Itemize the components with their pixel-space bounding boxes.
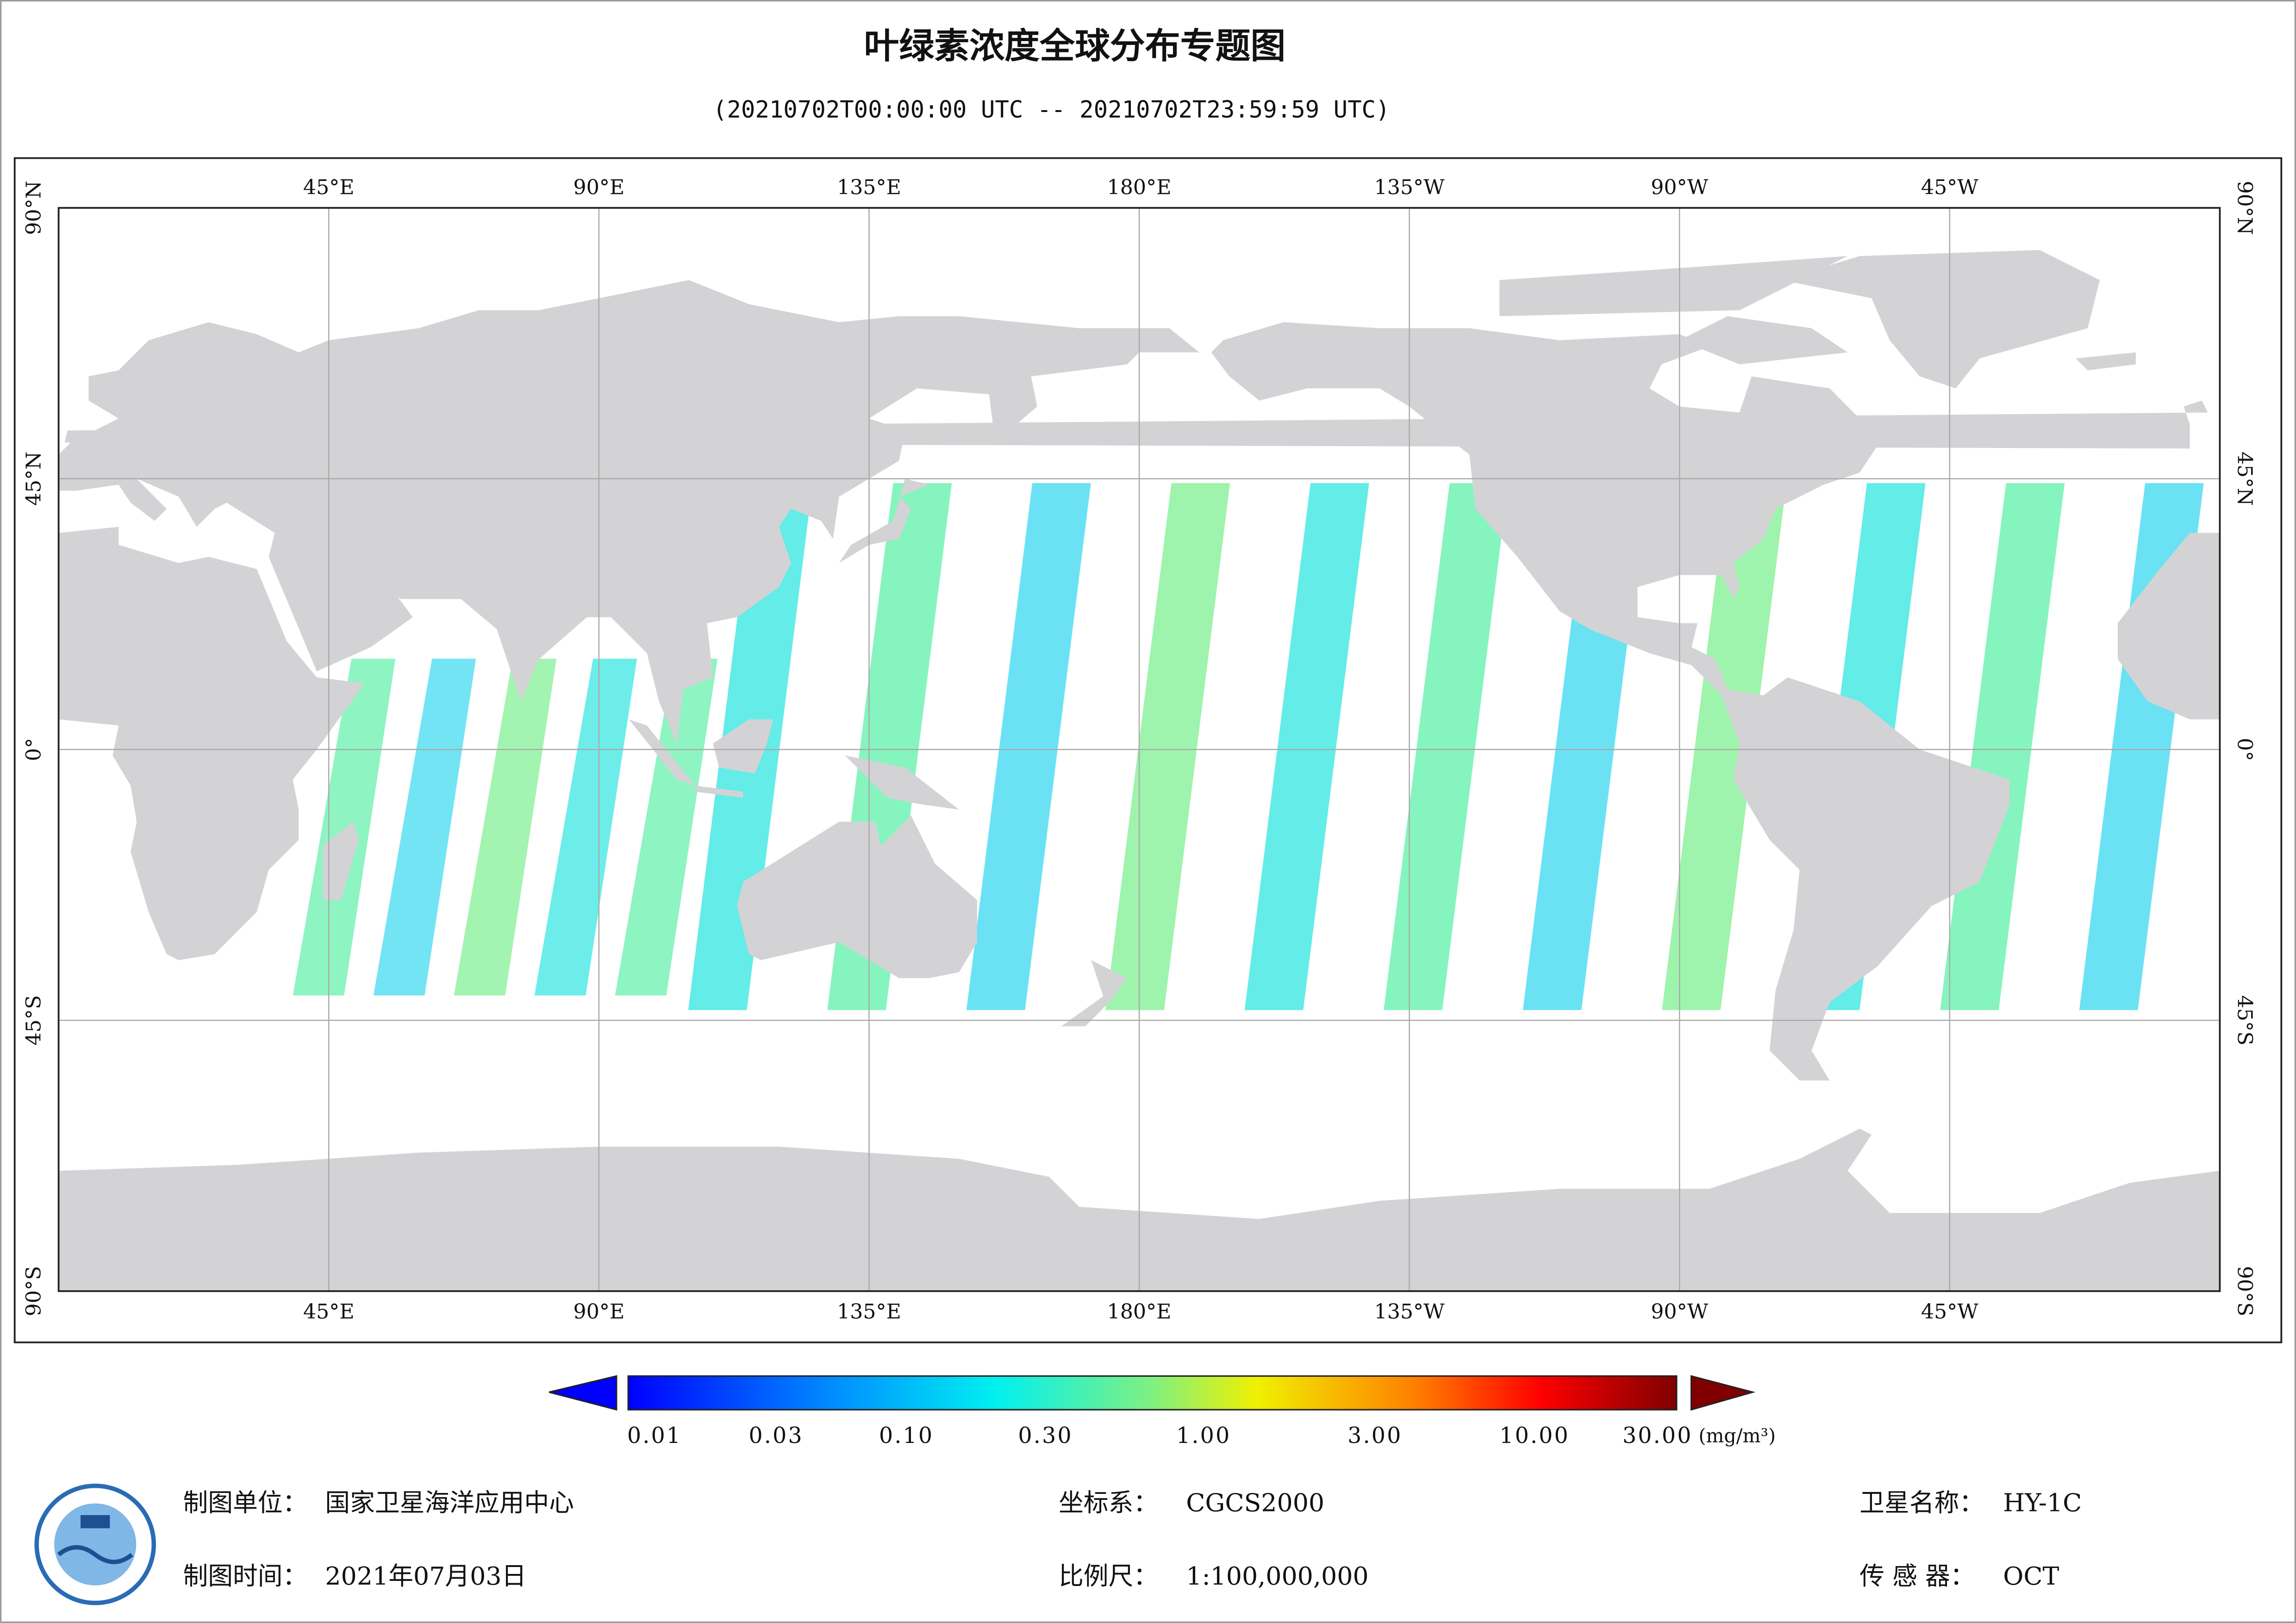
lat-label: 45°S (2233, 995, 2257, 1045)
lon-label: 135°W (1374, 1300, 1445, 1324)
chlorophyll-swath (293, 659, 396, 995)
lat-label: 45°N (22, 452, 45, 506)
footer-value: CGCS2000 (1186, 1488, 1324, 1517)
colorbar-low-arrow (549, 1375, 618, 1411)
land (839, 479, 930, 563)
colorbar-tick-label: 0.03 (749, 1423, 803, 1449)
lon-label: 135°W (1374, 176, 1445, 199)
logo-wave (57, 1545, 133, 1564)
land (1061, 960, 1128, 1026)
footer-value: 国家卫星海洋应用中心 (325, 1488, 574, 1517)
lon-label: 45°E (303, 1300, 355, 1324)
colorbar (549, 1375, 1756, 1411)
land (1499, 256, 1848, 317)
colorbar-high-arrow (1690, 1375, 1756, 1411)
lon-label: 45°W (1921, 176, 1978, 199)
colorbar-ticks: 0.01 0.03 0.10 0.30 1.00 3.00 10.00 30.00 (mg/m³… (627, 1423, 1776, 1449)
logo-globe (54, 1503, 137, 1586)
land (1679, 316, 1848, 365)
footer-label: 比例尺： (1059, 1561, 1158, 1591)
footer-value: 2021年07月03日 (325, 1561, 526, 1591)
chlorophyll-swath (1384, 483, 1509, 1010)
footer-value: 1:100,000,000 (1186, 1561, 1368, 1591)
map-border (57, 207, 2221, 1292)
lon-label: 135°E (837, 176, 901, 199)
lat-label: 90°N (2233, 181, 2257, 235)
colorbar-tick-label: 3.00 (1348, 1423, 1402, 1449)
chlorophyll-swath (615, 659, 718, 995)
colorbar-bar (627, 1375, 1678, 1411)
lon-label: 180°E (1107, 176, 1172, 199)
land (323, 821, 359, 900)
lon-label: 180°E (1107, 1300, 1172, 1324)
land (629, 719, 695, 786)
logo-satellite (81, 1515, 110, 1529)
chlorophyll-swath (1244, 483, 1369, 1010)
lat-label: 90°S (22, 1266, 45, 1317)
lat-label: 90°S (2233, 1266, 2257, 1317)
lat-label: 45°S (22, 995, 45, 1045)
colorbar-unit: (mg/m³) (1698, 1425, 1776, 1447)
land (1781, 250, 2100, 389)
colorbar-tick-label: 0.10 (879, 1423, 934, 1449)
lon-label: 90°W (1651, 1300, 1708, 1324)
lat-label: 0° (22, 738, 45, 761)
subtitle: (20210702T00:00:00 UTC -- 20210702T23:59… (713, 96, 1390, 123)
lon-label: 45°E (303, 176, 355, 199)
footer-label: 坐标系： (1059, 1488, 1158, 1517)
colorbar-tick-label: 0.01 (627, 1423, 682, 1449)
colorbar-tick-label: 1.00 (1176, 1423, 1231, 1449)
land (2076, 352, 2136, 371)
chlorophyll-swath (373, 659, 476, 995)
lat-label: 0° (2233, 738, 2257, 761)
footer-label: 制图时间： (183, 1561, 307, 1591)
land (1211, 322, 2010, 1081)
graticule-labels: 45°E 45°E 90°E 90°E 135°E 135°E 180°E 180°E 135°… (22, 176, 2256, 1324)
footer-value: HY-1C (2003, 1488, 2082, 1517)
chlorophyll-swath (1105, 483, 1230, 1010)
chlorophyll-swath (534, 659, 637, 995)
land (58, 527, 365, 960)
lon-label: 135°E (837, 1300, 901, 1324)
lon-label: 45°W (1921, 1300, 1978, 1324)
lon-label: 90°W (1651, 176, 1708, 199)
land (713, 719, 773, 774)
chlorophyll-swath (1662, 483, 1787, 1010)
lon-label: 90°E (573, 176, 624, 199)
land (2117, 533, 2220, 720)
logo (34, 1483, 156, 1605)
footer-label: 卫星名称： (1859, 1488, 1984, 1517)
lat-label: 90°N (22, 181, 45, 235)
lon-label: 90°E (573, 1300, 624, 1324)
land (737, 815, 977, 978)
land (695, 785, 743, 798)
footer-label: 传 感 器： (1859, 1561, 1975, 1591)
land (845, 755, 959, 810)
land (64, 400, 2208, 449)
map-frame (13, 157, 2283, 1343)
colorbar-tick-label: 30.00 (1622, 1423, 1693, 1449)
colorbar-tick-label: 10.00 (1499, 1423, 1570, 1449)
land (58, 280, 1199, 744)
footer: 制图单位： 国家卫星海洋应用中心 制图时间： 2021年07月03日 坐标系： … (183, 1488, 2082, 1591)
map-area (58, 208, 2220, 1291)
colorbar-tick-label: 0.30 (1018, 1423, 1073, 1449)
footer-value: OCT (2003, 1561, 2059, 1591)
chlorophyll-swath (454, 659, 557, 995)
footer-label: 制图单位： (183, 1488, 307, 1517)
lat-label: 45°N (2233, 452, 2257, 506)
chlorophyll-swath (966, 483, 1091, 1010)
title: 叶绿素浓度全球分布专题图 (864, 25, 1285, 66)
